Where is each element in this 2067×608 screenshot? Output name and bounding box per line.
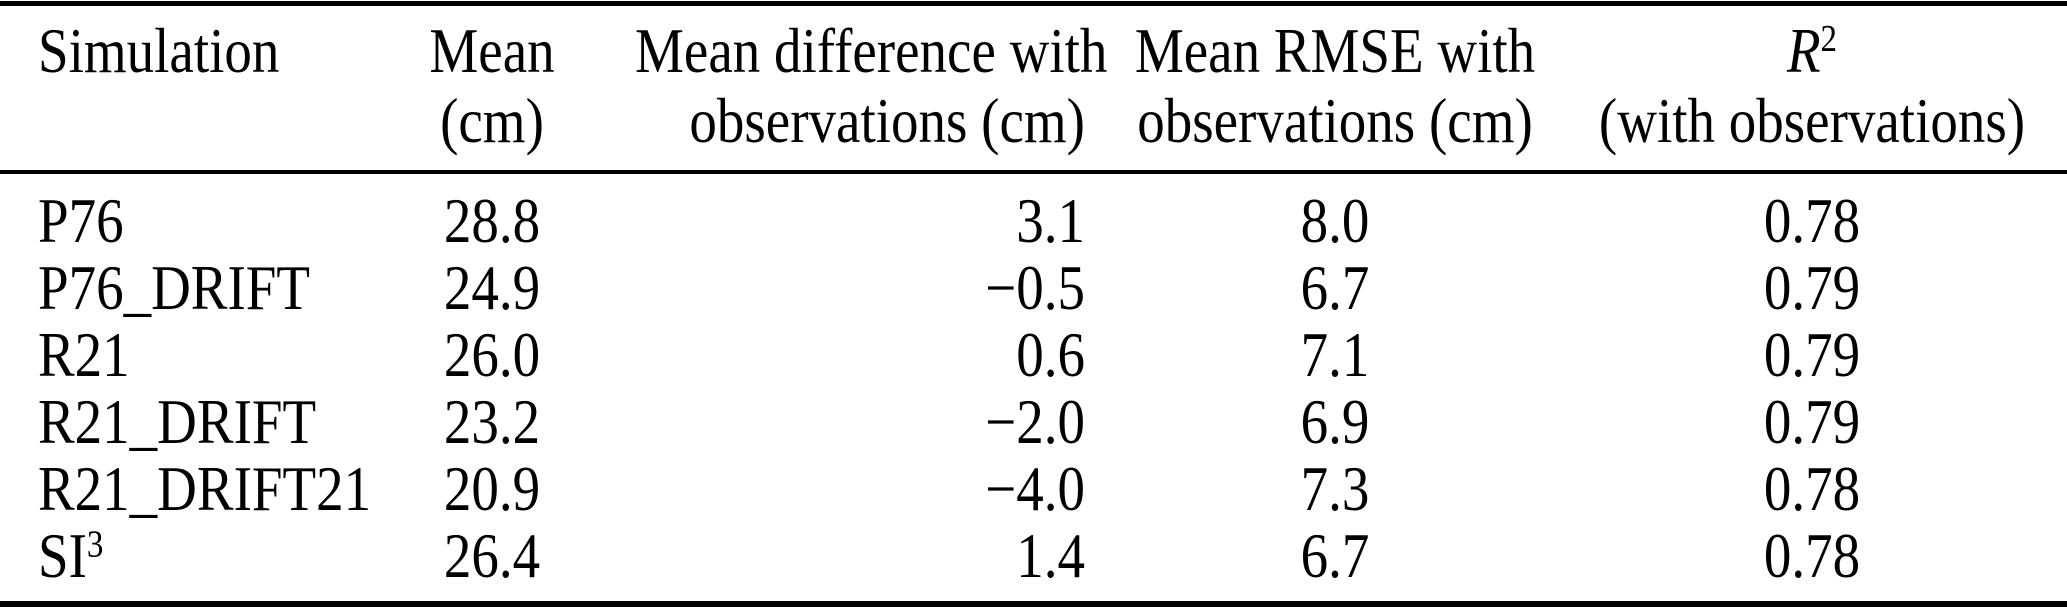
table-row: SI3 26.4 1.4 6.7 0.78: [0, 520, 2067, 592]
simulation-cell: R21_DRIFT21: [38, 453, 372, 524]
header-mean-difference-line2: observations (cm): [689, 85, 1085, 156]
r-squared-cell: 0.78: [1763, 520, 1861, 591]
table-row: P76_DRIFT 24.9 −0.5 6.7 0.79: [0, 252, 2067, 324]
r-squared-cell: 0.78: [1763, 453, 1861, 524]
rmse-cell: 8.0: [1300, 185, 1370, 256]
rmse-cell: 7.1: [1300, 319, 1370, 390]
rmse-cell: 6.7: [1300, 520, 1370, 591]
table-row: R21_DRIFT 23.2 −2.0 6.9 0.79: [0, 386, 2067, 458]
rmse-cell: 7.3: [1300, 453, 1370, 524]
column-header-simulation: Simulation: [38, 15, 358, 89]
mean-difference-cell: 3.1: [1016, 185, 1085, 256]
r-squared-cell: 0.79: [1763, 386, 1861, 457]
table-row: P76 28.8 3.1 8.0 0.78: [0, 185, 2067, 257]
simulation-cell: P76_DRIFT: [38, 252, 310, 323]
column-header-mean-difference: Mean difference with observations (cm): [635, 15, 1107, 159]
header-r-squared-symbol: R2: [1786, 15, 1838, 86]
header-mean-difference-line1: Mean difference with: [635, 15, 1108, 86]
table-row: R21_DRIFT21 20.9 −4.0 7.3 0.78: [0, 453, 2067, 525]
mean-cell: 26.4: [443, 520, 541, 591]
rmse-cell: 6.9: [1300, 386, 1370, 457]
table-top-rule: [0, 1, 2067, 6]
table-row: R21 26.0 0.6 7.1 0.79: [0, 319, 2067, 391]
simulation-cell: P76: [38, 185, 124, 256]
r-squared-cell: 0.79: [1763, 252, 1861, 323]
mean-cell: 24.9: [443, 252, 541, 323]
column-header-rmse: Mean RMSE with observations (cm): [1110, 15, 1560, 159]
simulation-cell: SI3: [38, 520, 104, 591]
rmse-cell: 6.7: [1300, 252, 1370, 323]
mean-cell: 20.9: [443, 453, 541, 524]
table-header-rule: [0, 170, 2067, 174]
mean-difference-cell: −0.5: [985, 252, 1085, 323]
mean-cell: 28.8: [443, 185, 541, 256]
header-mean-line2: (cm): [440, 85, 544, 156]
mean-cell: 26.0: [443, 319, 541, 390]
header-r-squared-line2: (with observations): [1598, 85, 2026, 156]
mean-difference-cell: 1.4: [1016, 520, 1085, 591]
column-header-mean: Mean (cm): [342, 15, 642, 159]
header-rmse-line1: Mean RMSE with: [1134, 15, 1536, 86]
r-squared-cell: 0.79: [1763, 319, 1861, 390]
column-header-r-squared: R2 (with observations): [1587, 15, 2037, 159]
simulation-cell: R21_DRIFT: [38, 386, 317, 457]
r-squared-cell: 0.78: [1763, 185, 1861, 256]
table-bottom-rule: [0, 601, 2067, 607]
mean-difference-cell: 0.6: [1016, 319, 1085, 390]
header-simulation-line1: Simulation: [38, 15, 280, 86]
header-mean-line1: Mean: [429, 15, 555, 86]
header-rmse-line2: observations (cm): [1137, 85, 1533, 156]
table-body: P76 28.8 3.1 8.0 0.78 P76_DRIFT 24.9 −0.…: [0, 185, 2067, 592]
mean-difference-cell: −2.0: [985, 386, 1085, 457]
mean-difference-cell: −4.0: [985, 453, 1085, 524]
mean-cell: 23.2: [443, 386, 541, 457]
simulation-cell: R21: [38, 319, 130, 390]
